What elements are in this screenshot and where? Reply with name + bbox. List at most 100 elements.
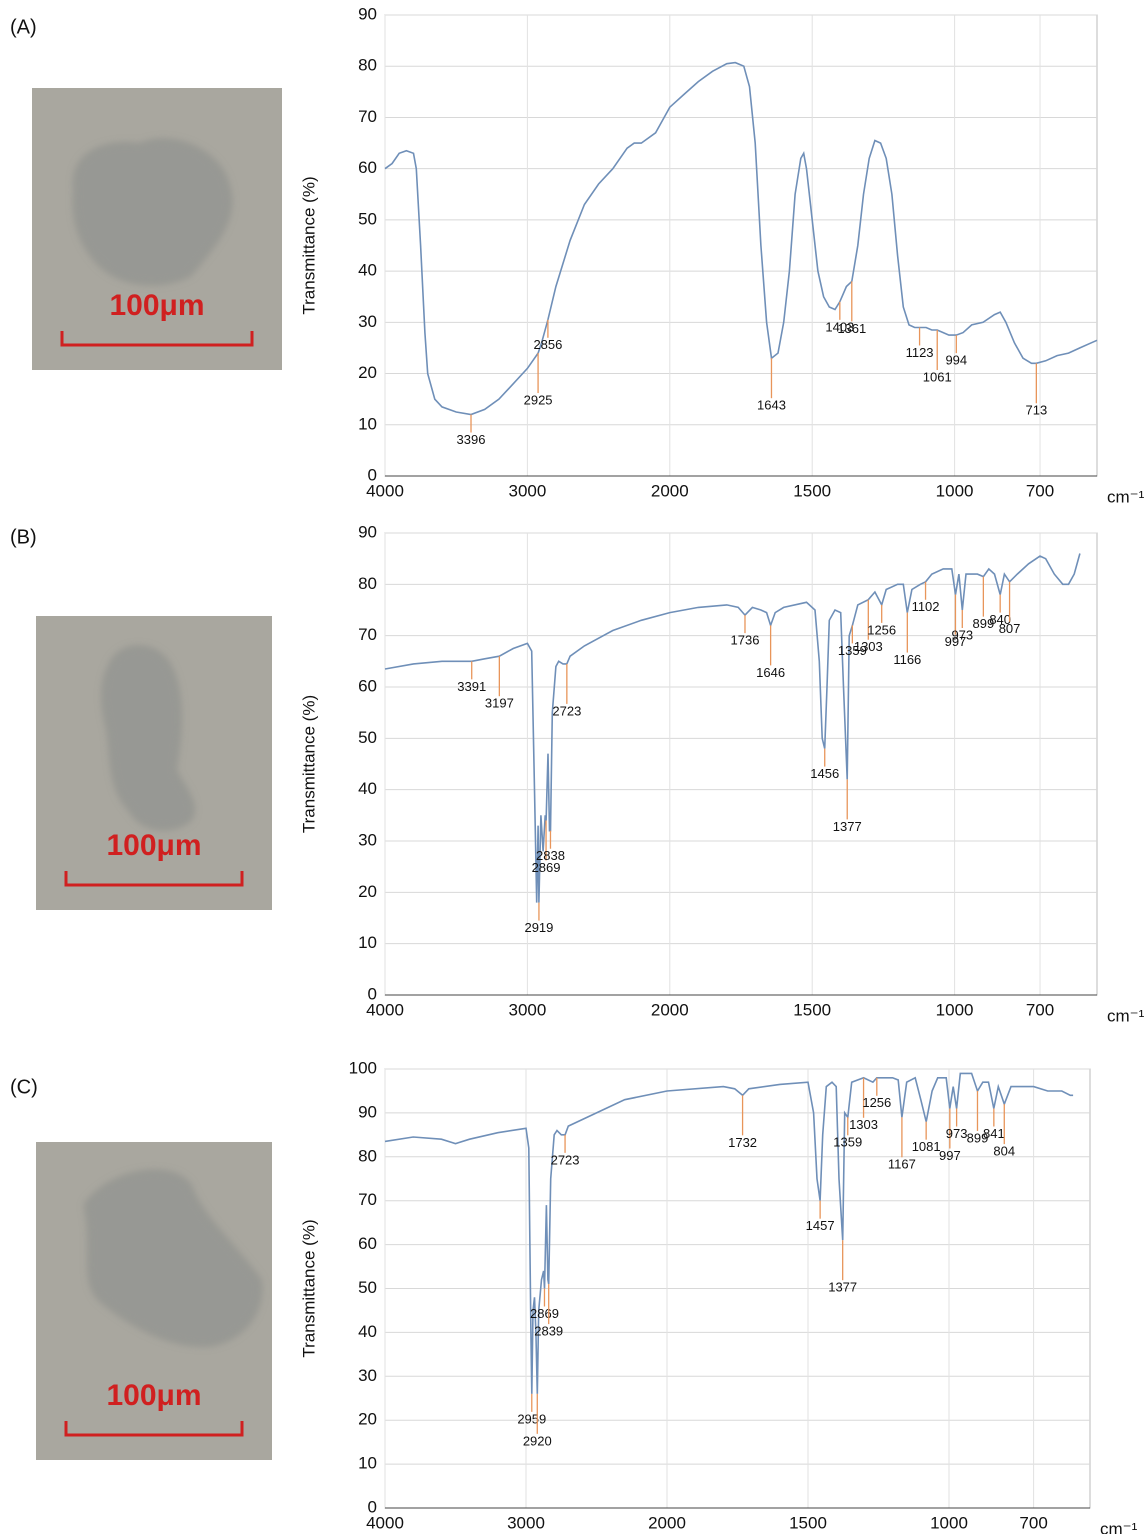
peak-label: 2723 xyxy=(552,703,581,718)
y-tick-label: 70 xyxy=(358,1190,377,1209)
peak-label: 3197 xyxy=(485,696,514,711)
peak-label: 1256 xyxy=(862,1095,891,1110)
y-tick-label: 80 xyxy=(358,574,377,593)
scale-bar xyxy=(64,871,244,887)
y-tick-label: 10 xyxy=(358,414,377,433)
peak-label: 840 xyxy=(989,612,1011,627)
peak-label: 1167 xyxy=(888,1157,916,1172)
peak-label: 1081 xyxy=(912,1139,941,1154)
y-tick-label: 50 xyxy=(358,728,377,747)
x-tick-label: 2000 xyxy=(651,1000,689,1019)
peak-label: 1736 xyxy=(731,633,760,648)
y-axis-label: Transmittance (%) xyxy=(299,176,318,314)
peak-label: 1256 xyxy=(867,622,896,637)
sample-highlight xyxy=(74,139,231,284)
y-tick-label: 0 xyxy=(368,984,377,1003)
y-tick-label: 20 xyxy=(358,1410,377,1429)
x-tick-label: 1500 xyxy=(793,1000,831,1019)
peak-label: 1061 xyxy=(923,369,952,384)
x-tick-label: 1500 xyxy=(789,1513,827,1532)
peak-label: 1166 xyxy=(893,652,921,667)
y-tick-label: 10 xyxy=(358,933,377,952)
scale-bar xyxy=(60,331,254,347)
plot-area xyxy=(384,14,1098,477)
y-tick-label: 90 xyxy=(358,1102,377,1121)
peak-label: 1359 xyxy=(833,1135,862,1150)
y-tick-label: 30 xyxy=(358,312,377,331)
x-tick-label: 700 xyxy=(1026,1000,1054,1019)
panel-label: (B) xyxy=(10,526,37,548)
peak-label: 899 xyxy=(973,616,995,631)
sample-highlight xyxy=(102,646,194,829)
y-tick-label: 80 xyxy=(358,56,377,75)
panel-label: (A) xyxy=(10,16,37,38)
peak-label: 1643 xyxy=(757,398,786,413)
peak-label: 1303 xyxy=(854,639,883,654)
peak-label: 2838 xyxy=(536,848,565,863)
peak-label: 973 xyxy=(946,1126,968,1141)
y-tick-label: 100 xyxy=(349,1058,377,1077)
y-tick-label: 0 xyxy=(368,1497,377,1516)
peak-label: 2723 xyxy=(551,1152,580,1167)
x-tick-label: 1500 xyxy=(793,481,831,500)
peak-label: 1361 xyxy=(837,321,866,336)
y-tick-label: 60 xyxy=(358,1234,377,1253)
y-tick-label: 40 xyxy=(358,779,377,798)
peak-label: 1646 xyxy=(756,665,785,680)
x-tick-label: 4000 xyxy=(366,1513,404,1532)
spectrum-line xyxy=(384,61,1098,416)
peak-label: 2869 xyxy=(530,1306,559,1321)
peak-label: 973 xyxy=(951,627,973,642)
peak-label: 1359 xyxy=(838,643,867,658)
peak-label: 2925 xyxy=(524,393,553,408)
y-tick-label: 50 xyxy=(358,209,377,228)
x-unit: cm⁻¹ xyxy=(1107,487,1145,506)
y-axis-label: Transmittance (%) xyxy=(299,695,318,833)
y-tick-label: 20 xyxy=(358,363,377,382)
y-tick-label: 40 xyxy=(358,1322,377,1341)
peak-label: 3391 xyxy=(457,679,486,694)
peak-label: 713 xyxy=(1025,403,1047,418)
panel: (A) 100μm 0 10 20 30 40 50 60 70 80 90 4000 3000 2000 1… xyxy=(10,4,1145,506)
x-tick-label: 3000 xyxy=(507,1513,545,1532)
peak-label: 1303 xyxy=(849,1117,878,1132)
y-axis-label: Transmittance (%) xyxy=(299,1219,318,1357)
peak-label: 1457 xyxy=(806,1218,835,1233)
scale-bar-label: 100μm xyxy=(109,289,204,322)
peak-label: 3396 xyxy=(457,432,486,447)
peak-label: 994 xyxy=(945,353,967,368)
y-tick-label: 60 xyxy=(358,158,377,177)
x-tick-label: 700 xyxy=(1019,1513,1047,1532)
peak-label: 997 xyxy=(939,1148,961,1163)
x-tick-label: 4000 xyxy=(366,1000,404,1019)
peak-label: 2919 xyxy=(524,920,553,935)
peak-label: 804 xyxy=(993,1144,1015,1159)
x-tick-label: 3000 xyxy=(508,1000,546,1019)
peak-label: 899 xyxy=(967,1130,989,1145)
panel-label: (C) xyxy=(10,1076,38,1098)
y-tick-label: 70 xyxy=(358,625,377,644)
panel: (B) 100μm 0 10 20 30 40 50 60 70 80 90 4000 3000 2000 1… xyxy=(10,522,1145,1025)
peak-label: 1456 xyxy=(810,766,839,781)
x-tick-label: 4000 xyxy=(366,481,404,500)
scale-bar xyxy=(64,1421,244,1437)
panel: (C) 100μm 0 10 20 30 40 50 60 70 80 90 100 4000 3000 20… xyxy=(10,1058,1138,1534)
y-tick-label: 60 xyxy=(358,676,377,695)
peak-label: 2920 xyxy=(523,1433,552,1448)
peak-label: 807 xyxy=(999,621,1021,636)
y-tick-label: 0 xyxy=(368,465,377,484)
x-tick-label: 700 xyxy=(1026,481,1054,500)
y-tick-label: 90 xyxy=(358,522,377,541)
scale-bar-label: 100μm xyxy=(106,829,201,862)
y-tick-label: 30 xyxy=(358,830,377,849)
x-tick-label: 3000 xyxy=(508,481,546,500)
x-tick-label: 2000 xyxy=(648,1513,686,1532)
x-tick-label: 2000 xyxy=(651,481,689,500)
peak-label: 1732 xyxy=(728,1135,757,1150)
peak-label: 2856 xyxy=(533,337,562,352)
peak-label: 1377 xyxy=(833,819,862,834)
plot-area xyxy=(384,532,1098,996)
peak-label: 2839 xyxy=(534,1324,563,1339)
y-tick-label: 30 xyxy=(358,1366,377,1385)
y-tick-label: 20 xyxy=(358,882,377,901)
